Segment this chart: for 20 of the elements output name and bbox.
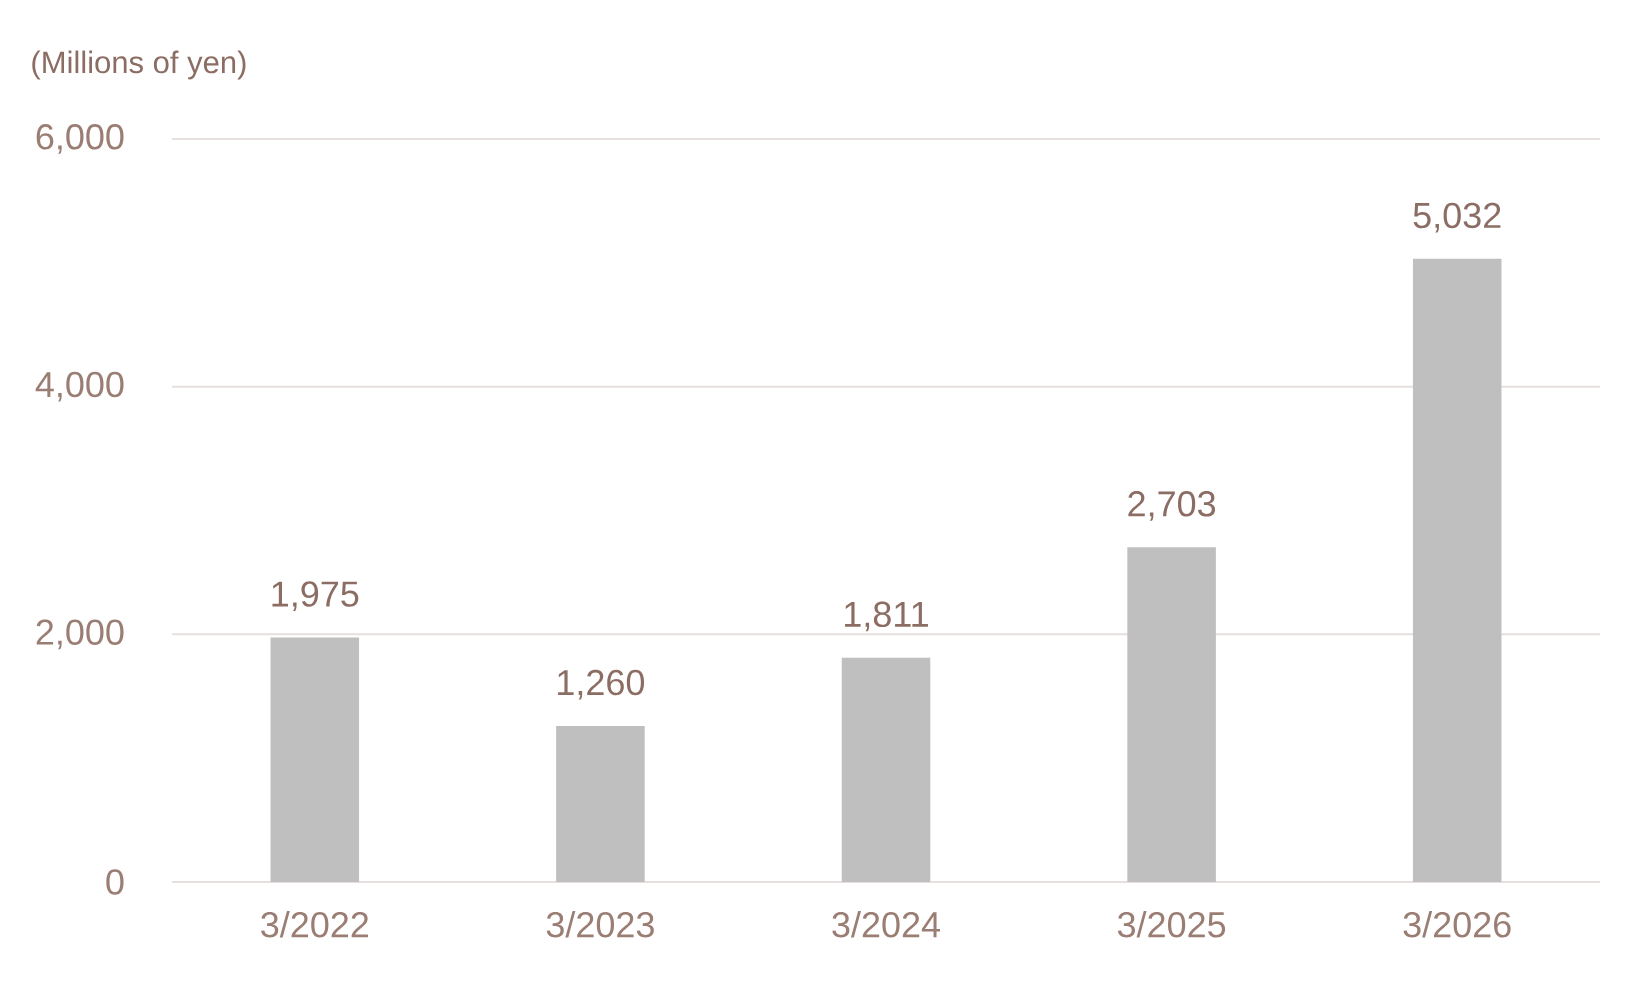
data-label: 1,260 bbox=[558, 669, 645, 700]
x-tick-label: 3/2024 bbox=[832, 911, 940, 938]
x-tick-label: 3/2023 bbox=[546, 911, 654, 938]
x-tick-label: 3/2025 bbox=[1117, 911, 1226, 938]
bar bbox=[556, 725, 645, 882]
data-label: 1,975 bbox=[272, 581, 359, 612]
y-tick-label: 6,000 bbox=[36, 124, 124, 154]
x-tick-label: 3/2026 bbox=[1403, 911, 1511, 938]
bar bbox=[841, 657, 931, 882]
bar bbox=[270, 637, 360, 882]
bar bbox=[1127, 547, 1216, 882]
x-tick-label: 3/2022 bbox=[261, 911, 369, 938]
data-label: 1,811 bbox=[845, 601, 928, 632]
y-tick-label: 4,000 bbox=[35, 371, 124, 402]
data-label: 5,032 bbox=[1413, 202, 1501, 233]
data-label: 2,703 bbox=[1128, 491, 1216, 521]
bar bbox=[1412, 258, 1502, 882]
y-axis-title: (Millions of yen) bbox=[32, 50, 246, 80]
y-tick-label: 0 bbox=[106, 869, 124, 895]
y-tick-label: 2,000 bbox=[36, 619, 124, 650]
